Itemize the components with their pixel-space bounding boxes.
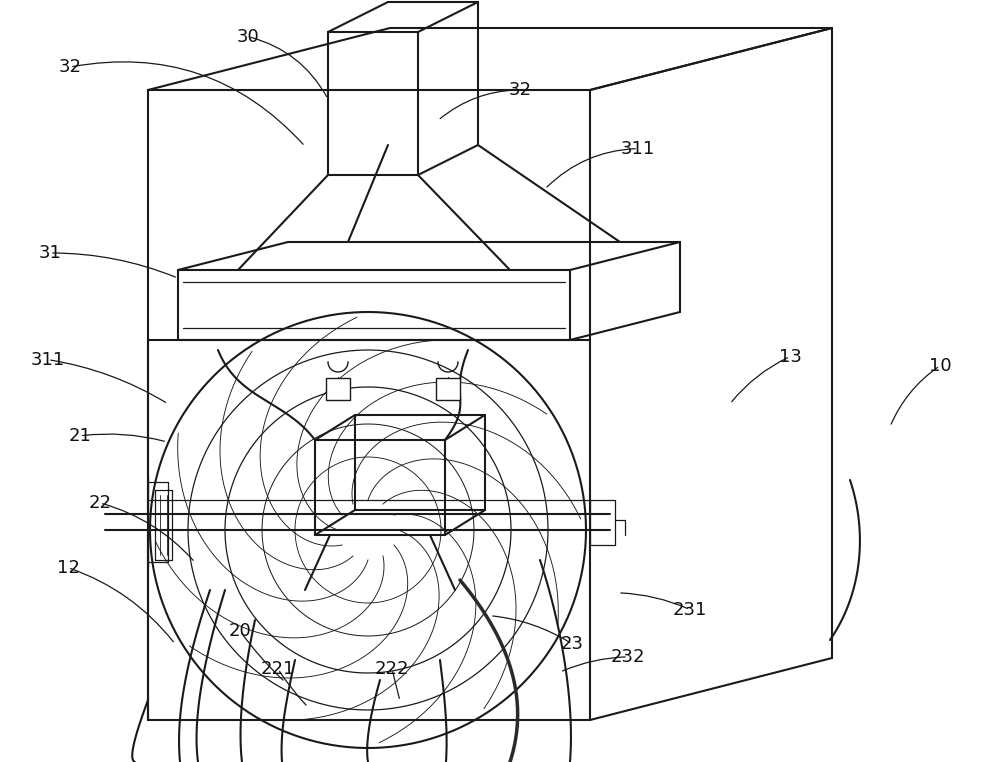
Text: 10: 10	[929, 357, 951, 375]
Text: 31: 31	[39, 244, 61, 262]
Text: 13: 13	[779, 347, 801, 366]
Text: 32: 32	[58, 58, 82, 76]
Text: 23: 23	[560, 635, 584, 653]
Text: 311: 311	[31, 351, 65, 369]
Text: 22: 22	[88, 494, 112, 512]
Bar	[436, 378, 460, 400]
Text: 311: 311	[621, 139, 655, 158]
Text: 30: 30	[237, 27, 259, 46]
Text: 12: 12	[57, 559, 79, 577]
Text: 222: 222	[375, 660, 409, 678]
Text: 20: 20	[229, 622, 251, 640]
Text: 21: 21	[69, 427, 91, 445]
Text: 32: 32	[509, 81, 532, 99]
Text: 232: 232	[611, 648, 645, 666]
Bar	[326, 378, 350, 400]
Text: 221: 221	[261, 660, 295, 678]
Text: 231: 231	[673, 600, 707, 619]
